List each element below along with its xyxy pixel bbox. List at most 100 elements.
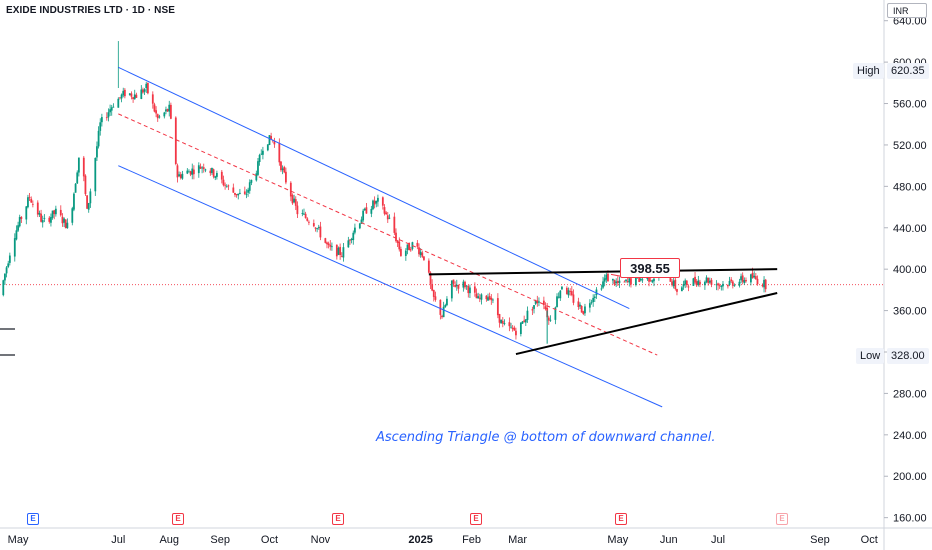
candle-body <box>400 248 402 256</box>
candle-body <box>651 280 654 283</box>
earnings-badge-icon[interactable]: E <box>470 513 482 525</box>
earnings-badge-icon[interactable]: E <box>615 513 627 525</box>
earnings-badge-icon[interactable]: E <box>172 513 184 525</box>
candle-body <box>82 157 85 177</box>
candle-body <box>294 199 297 206</box>
candle-body <box>337 247 340 255</box>
candle-body <box>684 280 687 285</box>
candle-body <box>146 82 149 94</box>
triangle-resistance-line <box>428 268 778 276</box>
candle-body <box>105 117 108 119</box>
candle-body <box>584 306 586 314</box>
candle-body <box>354 227 356 233</box>
candle-body <box>306 218 309 221</box>
candle-body <box>211 167 213 174</box>
candle-body <box>109 109 111 113</box>
candle-body <box>143 89 146 92</box>
candle-body <box>750 274 752 283</box>
candle-body <box>763 279 765 288</box>
candle-body <box>327 243 330 246</box>
candle-body <box>225 186 228 188</box>
candle-body <box>48 217 51 222</box>
candle-body <box>618 280 621 283</box>
candle-body <box>727 284 729 287</box>
candle-body <box>352 232 355 241</box>
y-tick-label: 480.00 <box>893 181 927 193</box>
candle-body <box>699 281 701 285</box>
high-value-label: 620.35 <box>887 63 929 79</box>
candle-body <box>18 217 21 227</box>
candle-body <box>722 283 724 287</box>
chart-annotation[interactable]: Ascending Triangle @ bottom of downward … <box>376 430 716 445</box>
candle-body <box>28 196 31 198</box>
candle-body <box>227 185 230 187</box>
candle-body <box>429 272 432 284</box>
symbol-title[interactable]: EXIDE INDUSTRIES LTD · 1D · NSE <box>6 5 176 16</box>
candle-body <box>603 278 606 282</box>
candle-body <box>490 297 493 301</box>
candle-body <box>220 171 223 180</box>
candle-body <box>178 174 181 177</box>
x-tick-label: Jul <box>111 534 125 546</box>
candle-body <box>480 294 483 300</box>
candle-body <box>214 176 217 178</box>
candle-body <box>761 285 764 287</box>
candle-body <box>74 183 77 193</box>
candle-body <box>565 287 568 295</box>
earnings-badge-icon[interactable]: E <box>776 513 788 525</box>
candle-body <box>255 173 258 181</box>
candle-body <box>54 208 57 215</box>
candle-body <box>87 203 90 210</box>
candle-body <box>5 267 8 274</box>
candle-body <box>544 306 547 310</box>
x-tick-label: Nov <box>311 534 331 546</box>
x-tick-label: Sep <box>210 534 230 546</box>
candle-body <box>569 291 572 292</box>
candle-body <box>467 286 470 294</box>
currency-selector[interactable]: INR <box>887 3 927 18</box>
candle-body <box>96 146 98 158</box>
candle-body <box>86 195 88 209</box>
y-tick-label: 360.00 <box>893 306 927 318</box>
candle-body <box>475 293 478 299</box>
price-callout[interactable]: 398.55 <box>620 258 680 278</box>
candle-body <box>335 244 338 257</box>
candle-body <box>245 193 248 195</box>
candle-body <box>166 109 169 112</box>
candle-body <box>733 285 736 287</box>
candle-body <box>224 184 227 186</box>
low-tag: Low <box>856 348 885 364</box>
candle-body <box>754 276 757 279</box>
candle-body <box>705 277 708 283</box>
candle-body <box>199 166 202 169</box>
candle-body <box>473 286 476 293</box>
candle-body <box>204 169 207 171</box>
y-tick-label: 160.00 <box>893 513 927 525</box>
candle-body <box>396 240 399 243</box>
candle-body <box>258 154 261 162</box>
candle-body <box>38 212 41 215</box>
candle-body <box>602 281 604 288</box>
candle-body <box>694 276 696 283</box>
candle-body <box>718 285 721 287</box>
candle-body <box>197 165 200 174</box>
candle-body <box>360 219 363 224</box>
candle-body <box>469 287 471 294</box>
candle-body <box>179 174 182 178</box>
dividend-badge-icon[interactable]: E <box>27 513 39 525</box>
candle-body <box>17 225 19 231</box>
candle-body <box>508 322 511 327</box>
candle-body <box>446 298 448 306</box>
candle-body <box>66 222 69 229</box>
earnings-badge-icon[interactable]: E <box>332 513 344 525</box>
candle-body <box>450 280 453 299</box>
candle-body <box>30 198 33 203</box>
candle-body <box>107 112 110 118</box>
candle-body <box>312 223 315 227</box>
candle-body <box>174 117 177 164</box>
candle-body <box>329 244 332 247</box>
candle-body <box>370 208 373 214</box>
candle-body <box>247 189 250 193</box>
